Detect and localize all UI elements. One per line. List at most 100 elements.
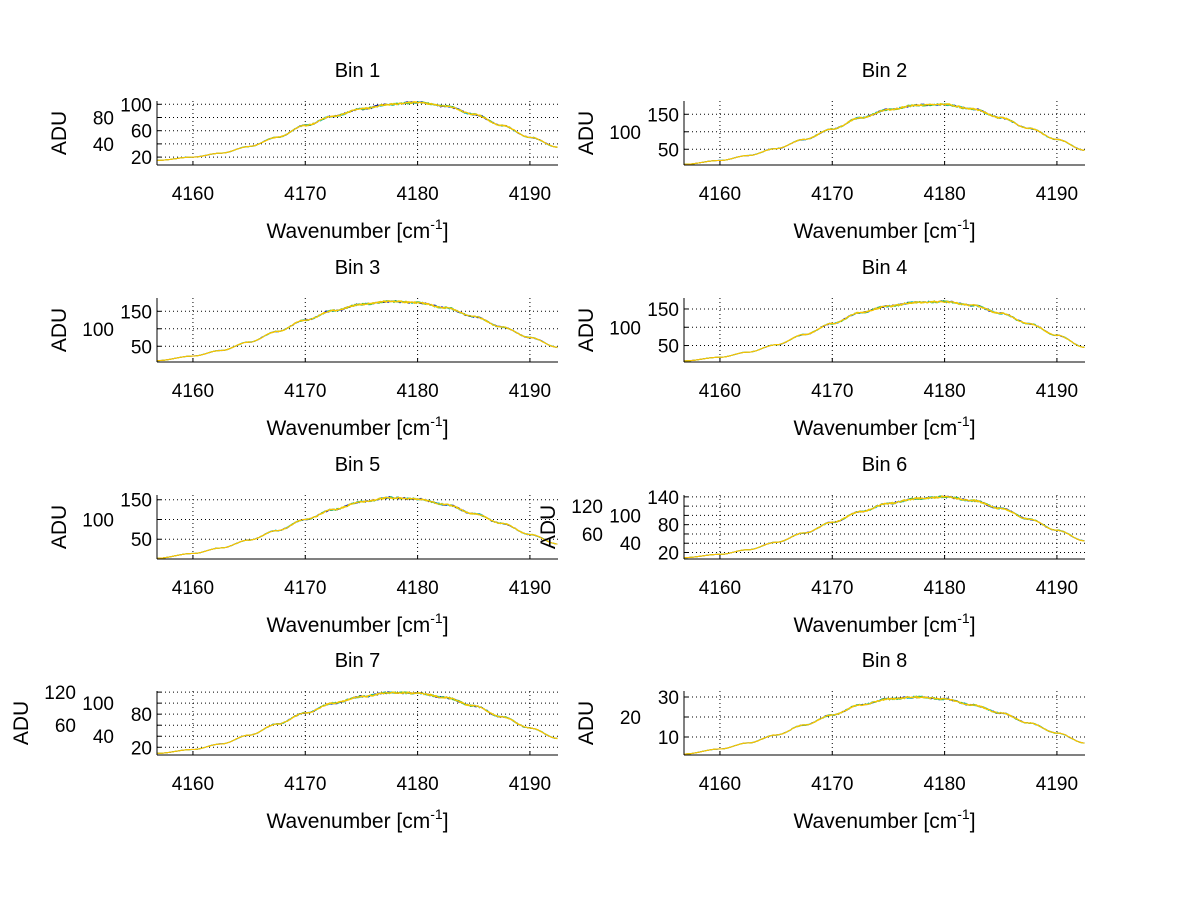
subplot-title: Bin 2 <box>862 60 908 82</box>
x-tick-label: 4170 <box>284 184 326 205</box>
y-tick-label: 20 <box>658 544 679 565</box>
series-line-1 <box>684 495 1085 559</box>
y-tick-label: 30 <box>658 688 679 709</box>
x-tick-label: 4170 <box>811 381 853 402</box>
x-axis-label: Wavenumber [cm-1] <box>793 806 975 833</box>
y-tick-label: 50 <box>658 140 679 161</box>
y-axis-label: ADU <box>10 701 33 745</box>
subplot-5: 4160 4170 4180 4190 50 100 150 Bin 5 Wavenumber … <box>48 454 558 637</box>
y-tick-label: 140 <box>647 488 679 509</box>
x-tick-label: 4160 <box>699 381 741 402</box>
series-line-2 <box>157 496 558 559</box>
series-line-3 <box>684 103 1085 165</box>
x-tick-label: 4180 <box>923 578 965 599</box>
x-tick-label: 4160 <box>172 381 214 402</box>
x-label-text: Wavenumber [cm <box>793 417 957 440</box>
series-line-4 <box>684 102 1085 165</box>
y-axis-label: ADU <box>575 308 598 352</box>
x-label-end: ] <box>443 220 449 243</box>
subplot-title: Bin 7 <box>335 650 381 672</box>
series-line-3 <box>157 300 558 362</box>
x-tick-label: 4190 <box>1036 381 1078 402</box>
y-tick-label: 100 <box>82 510 114 531</box>
x-tick-label: 4180 <box>396 184 438 205</box>
x-tick-label: 4190 <box>509 184 551 205</box>
x-tick-label: 4170 <box>811 184 853 205</box>
series-line-5 <box>684 300 1085 362</box>
series-line-5 <box>156 101 558 161</box>
x-axis-label: Wavenumber [cm-1] <box>266 806 448 833</box>
x-axis-label: Wavenumber [cm-1] <box>266 610 448 637</box>
y-tick-label: 100 <box>82 320 114 341</box>
y-tick-label: 20 <box>131 738 152 759</box>
series-line-1 <box>684 103 1085 165</box>
x-label-text: Wavenumber [cm <box>266 220 430 243</box>
series-line-4 <box>157 496 558 559</box>
series-line-3 <box>156 101 558 161</box>
x-tick-label: 4160 <box>699 578 741 599</box>
subplot-3: 4160 4170 4180 4190 50 100 150 Bin 3 Wavenumber … <box>48 257 558 440</box>
x-label-superscript: -1 <box>957 413 970 429</box>
series-line-3 <box>684 695 1085 755</box>
series-line-2 <box>157 300 558 362</box>
x-tick-label: 4180 <box>923 184 965 205</box>
y-tick-label: 120 <box>44 683 76 704</box>
series-line-3 <box>684 495 1085 559</box>
x-label-text: Wavenumber [cm <box>266 417 430 440</box>
x-axis-label: Wavenumber [cm-1] <box>266 216 448 243</box>
x-tick-label: 4170 <box>284 774 326 795</box>
y-tick-label: 100 <box>609 123 641 144</box>
series-line-3 <box>157 495 558 559</box>
x-label-text: Wavenumber [cm <box>793 810 957 833</box>
x-label-text: Wavenumber [cm <box>793 220 957 243</box>
x-label-end: ] <box>970 614 976 637</box>
x-label-text: Wavenumber [cm <box>266 614 430 637</box>
x-tick-label: 4180 <box>923 381 965 402</box>
y-axis-label: ADU <box>48 308 71 352</box>
y-tick-label: 100 <box>82 694 114 715</box>
subplot-8: 4160 4170 4180 4190 10 20 30 Bin 8 Wavenumber [c… <box>575 650 1085 833</box>
y-tick-label: 20 <box>620 708 641 729</box>
x-tick-label: 4180 <box>396 774 438 795</box>
x-label-superscript: -1 <box>430 216 443 232</box>
series-line-2 <box>684 103 1085 165</box>
x-label-superscript: -1 <box>957 216 970 232</box>
y-tick-label: 100 <box>609 318 641 339</box>
series-line-2 <box>684 695 1085 755</box>
x-label-superscript: -1 <box>430 610 443 626</box>
x-label-end: ] <box>970 810 976 833</box>
x-tick-label: 4190 <box>509 774 551 795</box>
x-tick-label: 4180 <box>396 578 438 599</box>
x-tick-label: 4160 <box>699 184 741 205</box>
y-tick-label: 80 <box>131 705 152 726</box>
y-axis-label: ADU <box>575 111 598 155</box>
x-axis-label: Wavenumber [cm-1] <box>793 216 975 243</box>
y-tick-label: 60 <box>582 525 603 546</box>
y-tick-label: 40 <box>620 534 641 555</box>
series-line-4 <box>157 300 558 362</box>
subplot-title: Bin 8 <box>862 650 908 672</box>
x-tick-label: 4160 <box>172 578 214 599</box>
x-tick-label: 4170 <box>284 578 326 599</box>
y-axis-label: ADU <box>48 505 71 549</box>
y-axis-label: ADU <box>48 111 71 155</box>
subplot-title: Bin 3 <box>335 257 381 279</box>
series-line-4 <box>684 695 1085 755</box>
x-axis-label: Wavenumber [cm-1] <box>793 610 975 637</box>
x-tick-label: 4160 <box>699 774 741 795</box>
x-label-end: ] <box>970 417 976 440</box>
subplot-2: 4160 4170 4180 4190 50 100 150 Bin 2 Wavenumber … <box>575 60 1085 243</box>
x-label-end: ] <box>970 220 976 243</box>
subplot-7: 4160 4170 4180 4190 20 40 60 80 100 120 Bin 7 Waven… <box>10 650 558 833</box>
x-axis-label: Wavenumber [cm-1] <box>266 413 448 440</box>
subplot-1: 4160 4170 4180 4190 20 40 60 80 100 Bin 1 Wavenumb… <box>48 60 558 243</box>
series-line-1 <box>157 496 558 559</box>
y-tick-label: 10 <box>658 728 679 749</box>
x-label-superscript: -1 <box>957 806 970 822</box>
y-tick-label: 80 <box>658 516 679 537</box>
y-tick-label: 40 <box>93 727 114 748</box>
y-tick-label: 60 <box>131 122 152 143</box>
x-tick-label: 4190 <box>509 381 551 402</box>
x-tick-label: 4170 <box>811 774 853 795</box>
